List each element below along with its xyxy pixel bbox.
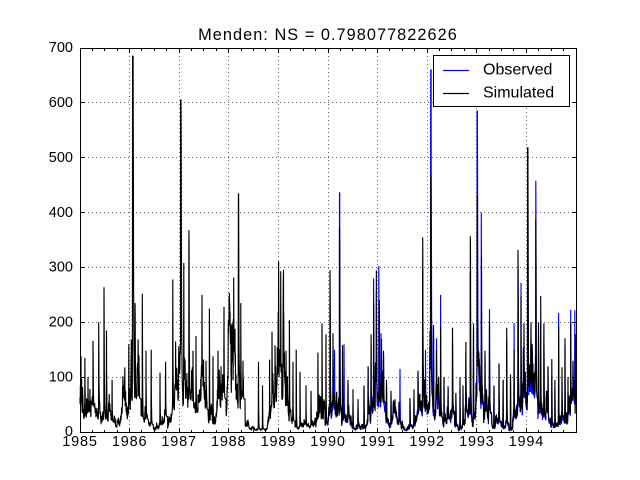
svg-text:500: 500: [49, 150, 73, 166]
svg-text:1986: 1986: [112, 434, 147, 450]
svg-text:700: 700: [49, 40, 73, 56]
svg-text:1992: 1992: [409, 434, 444, 450]
svg-text:Observed: Observed: [483, 62, 552, 79]
svg-text:1991: 1991: [360, 434, 395, 450]
svg-text:0: 0: [65, 424, 73, 440]
svg-text:1988: 1988: [211, 434, 246, 450]
svg-text:1993: 1993: [459, 434, 494, 450]
svg-text:300: 300: [49, 260, 73, 276]
svg-text:1987: 1987: [161, 434, 196, 450]
svg-text:100: 100: [49, 369, 73, 385]
svg-text:600: 600: [49, 95, 73, 111]
svg-text:400: 400: [49, 205, 73, 221]
svg-text:Simulated: Simulated: [483, 85, 554, 102]
svg-text:200: 200: [49, 315, 73, 331]
svg-text:1994: 1994: [509, 434, 544, 450]
svg-text:1990: 1990: [310, 434, 345, 450]
svg-text:Menden: NS = 0.798077822626: Menden: NS = 0.798077822626: [198, 26, 458, 44]
svg-text:1985: 1985: [62, 434, 97, 450]
svg-text:1989: 1989: [261, 434, 296, 450]
